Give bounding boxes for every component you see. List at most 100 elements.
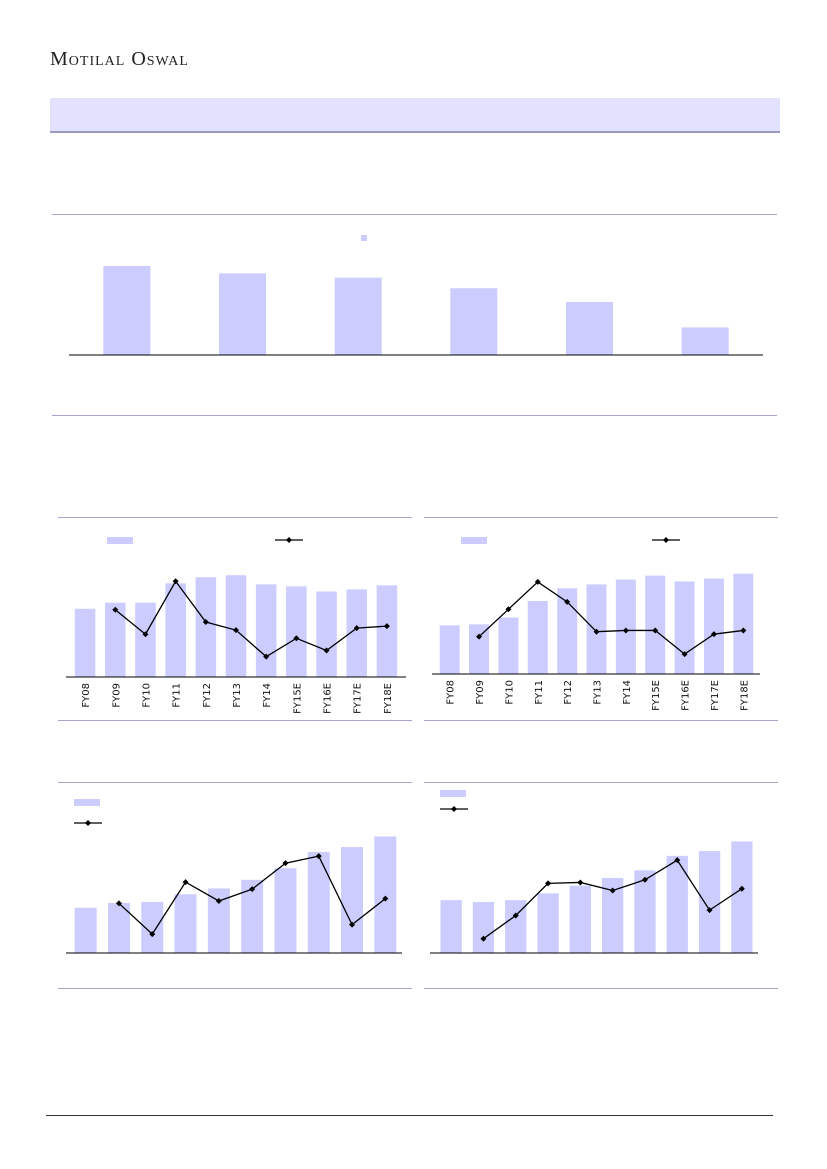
line-point (263, 653, 270, 660)
bar (645, 575, 666, 674)
x-tick-label: FY12 (563, 680, 574, 705)
x-tick-label: FY17E (710, 680, 721, 711)
x-tick-label: FY11 (534, 680, 545, 705)
bar (195, 577, 217, 677)
bar (601, 878, 624, 953)
divider (58, 720, 412, 721)
line-point (215, 898, 222, 904)
line-point (85, 820, 91, 826)
x-tick-label: FY11 (172, 683, 183, 708)
x-tick-label: FY09 (475, 680, 486, 705)
bar (376, 585, 398, 677)
bar (74, 907, 97, 953)
legend-swatch (361, 235, 367, 241)
x-tick-label: FY18E (739, 680, 750, 711)
bar (286, 586, 307, 677)
x-tick-label: FY08 (446, 680, 457, 705)
series-line (114, 580, 387, 658)
legend-swatch (107, 537, 133, 544)
bar (703, 578, 724, 674)
bar (557, 588, 578, 674)
bar (634, 870, 656, 953)
line-point (738, 885, 745, 892)
divider (58, 988, 412, 989)
line-point (480, 935, 487, 942)
bar (219, 273, 266, 355)
x-tick-label: FY13 (232, 683, 243, 708)
bar (566, 302, 613, 355)
line-point (577, 879, 584, 886)
line-point (652, 627, 659, 634)
divider (424, 720, 778, 721)
bar (374, 836, 397, 953)
divider (424, 517, 778, 518)
bar (141, 901, 164, 953)
x-tick-label: FY09 (111, 683, 122, 708)
line-point (674, 857, 681, 864)
line-point (505, 606, 512, 613)
line-point (149, 931, 156, 938)
bar (135, 602, 156, 677)
bar (225, 575, 247, 677)
bar (569, 885, 592, 953)
line-point (641, 876, 648, 883)
line-point (382, 895, 389, 902)
line-point (451, 806, 457, 812)
line-point (476, 633, 483, 640)
x-tick-label: FY15E (292, 683, 303, 714)
x-tick-label: FY16E (681, 680, 692, 711)
line-point (740, 627, 747, 634)
line-point (564, 598, 571, 605)
bar (731, 841, 753, 953)
bar (666, 855, 688, 953)
line-point (534, 578, 541, 585)
bar (527, 600, 548, 674)
bar (681, 327, 729, 355)
line-point (383, 623, 390, 630)
bar (537, 893, 559, 953)
line-point (202, 619, 209, 626)
bar (346, 589, 367, 677)
legend-swatch (440, 790, 466, 797)
line-point (249, 886, 256, 893)
line-point (172, 578, 179, 585)
line-point (545, 880, 552, 887)
line-point (142, 631, 149, 638)
bar (165, 583, 186, 677)
line-point (115, 900, 122, 907)
line-point (282, 860, 289, 867)
bar (341, 847, 364, 953)
line-point (593, 628, 600, 635)
x-tick-label: FY18E (383, 683, 394, 714)
bar (505, 900, 527, 953)
line-point (315, 853, 322, 860)
bar (615, 579, 636, 674)
divider (52, 415, 777, 416)
bar (472, 902, 495, 953)
line-point (233, 627, 239, 634)
line-point (681, 651, 688, 658)
x-tick-label: FY17E (353, 683, 364, 714)
bar (733, 573, 754, 674)
x-tick-label: FY13 (593, 680, 604, 705)
footer-rule (46, 1115, 773, 1116)
line-point (353, 625, 360, 632)
line-point (286, 537, 292, 543)
line-point (182, 879, 189, 886)
x-tick-label: FY12 (202, 683, 213, 708)
bar (103, 265, 151, 355)
bar (274, 868, 297, 953)
section-banner (50, 98, 780, 133)
x-tick-label: FY14 (262, 683, 273, 708)
line-point (112, 606, 119, 613)
line-point (710, 631, 717, 638)
divider (58, 782, 412, 783)
x-tick-label: FY15E (651, 680, 662, 711)
x-tick-label: FY10 (504, 680, 515, 705)
bar (207, 888, 230, 953)
x-tick-label: FY10 (141, 683, 152, 708)
x-tick-label: FY08 (81, 683, 92, 708)
bar (74, 608, 96, 677)
